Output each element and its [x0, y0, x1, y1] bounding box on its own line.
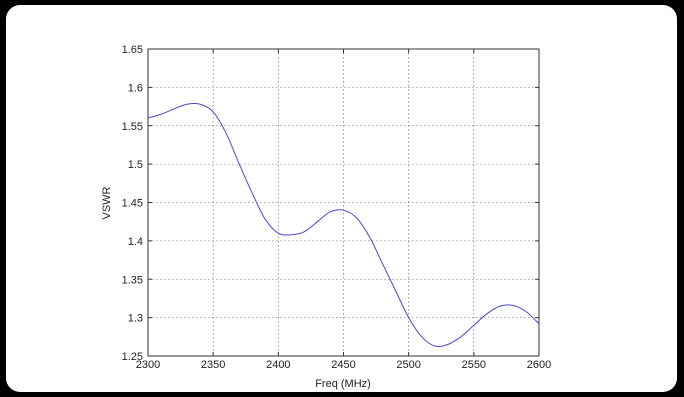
vswr-chart: 2300 2350 2400 2450 2500 2550 2600 1.25 1.3 1.35… — [101, 44, 551, 390]
x-tick-label: 2350 — [201, 359, 225, 371]
y-tick-label: 1.35 — [122, 274, 143, 286]
vswr-line — [147, 102, 540, 348]
x-tick-label: 2300 — [136, 359, 160, 371]
x-tick-label: 2600 — [527, 359, 551, 371]
series-group — [147, 102, 540, 348]
y-tick-label: 1.6 — [128, 82, 143, 94]
y-tick-label: 1.5 — [128, 159, 143, 171]
y-tick-label: 1.45 — [122, 198, 143, 210]
axis-ticks — [147, 48, 540, 357]
y-tick-labels: 1.25 1.3 1.35 1.4 1.45 1.5 1.55 1.6 1.65 — [122, 44, 143, 363]
x-tick-label: 2450 — [331, 359, 355, 371]
y-axis-label: VSWR — [101, 186, 113, 219]
y-tick-label: 1.65 — [122, 44, 143, 56]
y-tick-label: 1.4 — [128, 236, 143, 248]
grid-lines — [148, 49, 539, 356]
y-tick-label: 1.3 — [128, 313, 143, 325]
y-tick-label: 1.25 — [122, 351, 143, 363]
figure-frame: 2300 2350 2400 2450 2500 2550 2600 1.25 1.3 1.35… — [6, 5, 677, 392]
x-tick-label: 2500 — [396, 359, 420, 371]
x-tick-label: 2550 — [462, 359, 486, 371]
x-tick-label: 2400 — [266, 359, 290, 371]
x-tick-labels: 2300 2350 2400 2450 2500 2550 2600 — [136, 359, 551, 371]
y-tick-label: 1.55 — [122, 121, 143, 133]
x-axis-label: Freq (MHz) — [315, 378, 371, 390]
